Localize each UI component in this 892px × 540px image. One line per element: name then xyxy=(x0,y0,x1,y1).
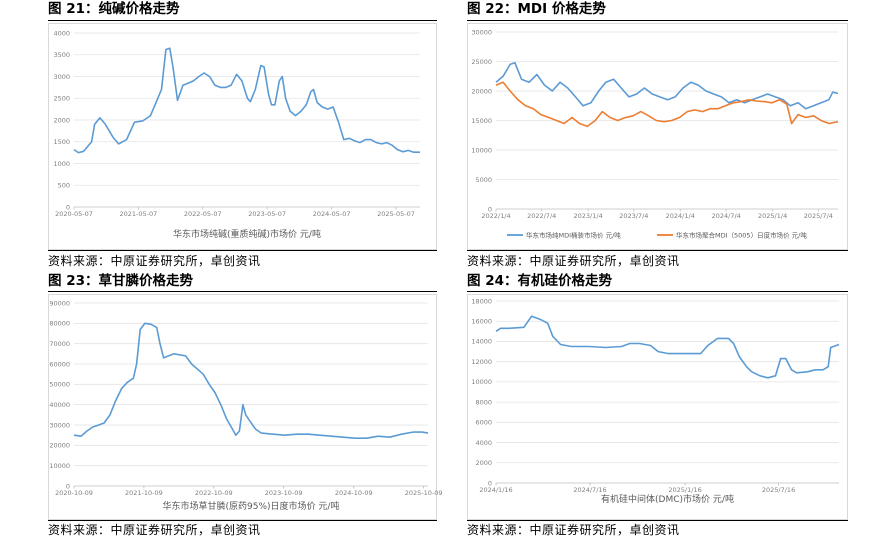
y-tick-label: 90000 xyxy=(49,299,70,307)
source-note: 资料来源：中原证券研究所，卓创资讯 xyxy=(48,523,261,537)
source-rule xyxy=(467,250,848,251)
series-line-0 xyxy=(73,47,420,154)
chart-title: 图 23：草甘膦价格走势 xyxy=(48,273,193,289)
series-line-0 xyxy=(73,322,429,439)
panel-glyphosate: 图 23：草甘膦价格走势 0 10000 20000 30000 40000 50000 6… xyxy=(48,272,442,540)
chart-svg: 0 10000 20000 30000 40000 50000 60000 70000 8000… xyxy=(49,299,442,512)
y-tick-label: 2000 xyxy=(475,459,492,467)
series-line-0 xyxy=(495,61,839,110)
y-tick-label: 1000 xyxy=(53,160,70,168)
source-note: 资料来源：中原证券研究所，卓创资讯 xyxy=(48,254,261,268)
y-tick-label: 10000 xyxy=(471,146,492,154)
chart-frame xyxy=(467,294,848,520)
title-rule xyxy=(467,291,848,292)
x-tick-label: 2022/7/4 xyxy=(527,212,556,220)
x-tick-label: 2023-05-07 xyxy=(248,210,286,218)
chart-title: 图 21：纯碱价格走势 xyxy=(48,1,180,17)
x-axis-title: 华东市场草甘膦(原药95%)日度市场价 元/吨 xyxy=(163,500,340,512)
x-tick-label: 2024-10-09 xyxy=(335,489,373,497)
x-tick-label: 2022/1/4 xyxy=(481,212,510,220)
y-tick-label: 0 xyxy=(488,479,492,487)
y-tick-label: 2500 xyxy=(53,95,70,103)
x-tick-label: 2023-10-09 xyxy=(265,489,303,497)
chart-frame xyxy=(467,23,848,250)
x-tick-label: 2025/1/16 xyxy=(668,486,701,494)
x-tick-label: 2025-05-07 xyxy=(377,210,415,218)
chart-svg: 0 5000 10000 15000 20000 25000 30000 2022/1/4 20… xyxy=(471,28,839,239)
y-tick-label: 60000 xyxy=(49,360,70,368)
x-axis-title: 有机硅中间体(DMC)市场价 元/吨 xyxy=(601,493,734,505)
y-tick-label: 0 xyxy=(66,482,70,490)
x-tick-label: 2024/7/4 xyxy=(712,212,741,220)
title-rule xyxy=(48,20,437,21)
x-tick-label: 2021-10-09 xyxy=(125,489,163,497)
series-line-0 xyxy=(495,315,840,379)
x-tick-label: 2020-10-09 xyxy=(55,489,93,497)
legend-label-1: 华东市场聚合MDI（5005）日度市场价 元/吨 xyxy=(676,230,807,239)
title-rule xyxy=(467,20,848,21)
panel-silicone: 图 24：有机硅价格走势 0 2000 4000 6000 8000 10000 12000… xyxy=(467,272,848,540)
panel-mdi: 图 22：MDI 价格走势 0 5000 10000 15000 20000 25000 3… xyxy=(467,0,848,272)
x-tick-label: 2022-10-09 xyxy=(195,489,233,497)
y-tick-label: 8000 xyxy=(475,398,492,406)
y-tick-label: 15000 xyxy=(471,117,492,125)
source-rule xyxy=(48,520,437,521)
y-tick-label: 4000 xyxy=(53,29,70,37)
chart-title: 图 22：MDI 价格走势 xyxy=(467,1,606,17)
legend-label-0: 华东市场纯MDI桶装市场价 元/吨 xyxy=(526,230,621,239)
source-rule xyxy=(467,520,848,521)
y-tick-label: 18000 xyxy=(471,297,492,305)
x-tick-label: 2024/7/16 xyxy=(573,486,606,494)
y-tick-label: 5000 xyxy=(475,176,492,184)
x-tick-label: 2024/1/4 xyxy=(666,212,695,220)
x-tick-label: 2025/7/16 xyxy=(762,486,795,494)
x-axis-title: 华东市场纯碱(重质纯碱)市场价 元/吨 xyxy=(173,228,321,240)
y-tick-label: 25000 xyxy=(471,58,492,66)
source-rule xyxy=(48,250,437,251)
y-tick-label: 20000 xyxy=(49,442,70,450)
y-tick-label: 20000 xyxy=(471,87,492,95)
y-tick-label: 40000 xyxy=(49,401,70,409)
x-tick-label: 2021-05-07 xyxy=(119,210,157,218)
y-tick-label: 70000 xyxy=(49,340,70,348)
y-tick-label: 0 xyxy=(66,203,70,211)
panel-soda-ash: 图 21：纯碱价格走势 0 500 1000 1500 2000 2500 3000 3500… xyxy=(48,0,437,272)
x-tick-label: 2024-05-07 xyxy=(313,210,351,218)
y-tick-label: 30000 xyxy=(49,421,70,429)
y-tick-label: 16000 xyxy=(471,318,492,326)
x-tick-label: 2022-05-07 xyxy=(184,210,222,218)
y-tick-label: 30000 xyxy=(471,28,492,36)
source-note: 资料来源：中原证券研究所，卓创资讯 xyxy=(467,254,680,268)
y-tick-label: 10000 xyxy=(471,378,492,386)
chart-svg: 0 2000 4000 6000 8000 10000 12000 14000 16000 180… xyxy=(471,297,840,505)
x-tick-label: 2023/1/4 xyxy=(574,212,603,220)
y-tick-label: 500 xyxy=(58,182,70,190)
y-tick-label: 3500 xyxy=(53,51,70,59)
series-line-1 xyxy=(495,81,839,128)
chart-svg: 0 500 1000 1500 2000 2500 3000 3500 4000 2020-05-… xyxy=(53,29,420,240)
source-note: 资料来源：中原证券研究所，卓创资讯 xyxy=(467,523,680,537)
y-tick-label: 6000 xyxy=(475,419,492,427)
y-tick-label: 2000 xyxy=(53,116,70,124)
y-tick-label: 80000 xyxy=(49,320,70,328)
x-tick-label: 2025/1/4 xyxy=(758,212,787,220)
y-tick-label: 10000 xyxy=(49,462,70,470)
y-tick-label: 1500 xyxy=(53,138,70,146)
chart-title: 图 24：有机硅价格走势 xyxy=(467,273,612,289)
x-tick-label: 2025-10-09 xyxy=(405,489,443,497)
y-tick-label: 12000 xyxy=(471,358,492,366)
y-tick-label: 50000 xyxy=(49,381,70,389)
x-tick-label: 2025/7/4 xyxy=(804,212,833,220)
y-tick-label: 14000 xyxy=(471,338,492,346)
y-tick-label: 4000 xyxy=(475,439,492,447)
title-rule xyxy=(48,291,437,292)
y-tick-label: 3000 xyxy=(53,73,70,81)
y-tick-label: 0 xyxy=(488,205,492,213)
x-tick-label: 2024/1/16 xyxy=(479,486,512,494)
x-tick-label: 2023/7/4 xyxy=(619,212,648,220)
x-tick-label: 2020-05-07 xyxy=(55,210,93,218)
